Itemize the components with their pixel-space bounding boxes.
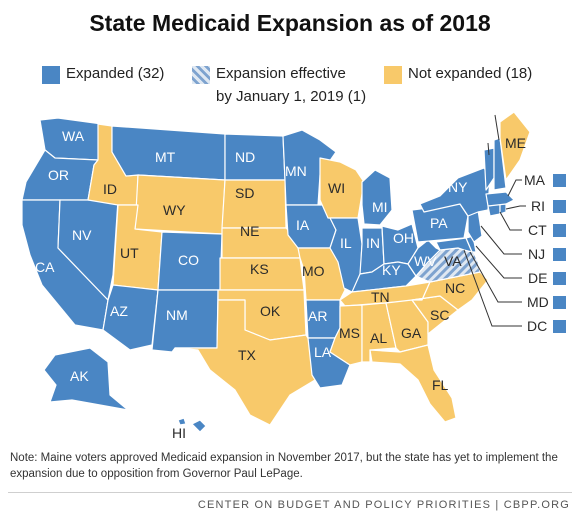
label-OR: OR [48,167,69,183]
legend-swatch-expanded [42,66,60,84]
leader-VT [487,142,490,156]
leader-NH [494,114,500,141]
label-MI: MI [372,199,388,215]
callout-label-DE: DE [528,270,547,286]
legend-swatch-effective [192,66,210,84]
callout-label-MA: MA [524,172,546,188]
us-medicaid-map: WA OR CA NV AZ ID MT WY UT CO NM ND SD N… [22,98,566,441]
leader-CT [499,211,522,231]
label-VA: VA [444,253,462,269]
label-GA: GA [401,325,422,341]
leader-DC [463,249,522,327]
label-TX: TX [238,347,257,363]
map-title: State Medicaid Expansion as of 2018 [89,10,491,36]
legend-label-not-expanded: Not expanded (18) [408,65,533,82]
label-HI: HI [172,425,186,441]
state-ME [499,111,531,181]
label-CA: CA [35,259,55,275]
label-AL: AL [370,330,387,346]
label-WV: WV [414,253,437,269]
label-OK: OK [260,303,281,319]
label-ND: ND [235,149,255,165]
legend-label-effective-line1: Expansion effective [216,65,346,82]
leader-RI [505,205,526,210]
label-KY: KY [382,262,401,278]
label-IA: IA [296,217,310,233]
label-PA: PA [430,215,448,231]
callout-label-CT: CT [528,222,547,238]
label-CO: CO [178,252,199,268]
state-HI-island-2 [177,417,187,426]
label-ME: ME [505,135,526,151]
label-IL: IL [340,235,352,251]
callout-label-DC: DC [527,318,547,334]
label-SD: SD [235,185,254,201]
label-AK: AK [70,368,89,384]
callout-label-RI: RI [531,198,545,214]
callout-box-MD [553,296,566,309]
callout-box-CT [553,224,566,237]
label-NY: NY [448,179,468,195]
callout-label-MD: MD [527,294,549,310]
label-UT: UT [120,245,139,261]
state-NY [419,167,491,217]
label-WA: WA [62,128,85,144]
label-AZ: AZ [110,303,128,319]
label-NC: NC [445,280,465,296]
label-MS: MS [339,325,360,341]
state-WV [407,239,441,277]
footer-divider [8,492,572,493]
label-NE: NE [240,223,259,239]
footnote: Note: Maine voters approved Medicaid exp… [10,452,558,480]
callout-box-MA [553,174,566,187]
state-WI [319,157,365,219]
callout-box-DE [553,272,566,285]
label-LA: LA [314,344,332,360]
label-AR: AR [308,308,327,324]
label-TN: TN [371,289,390,305]
label-ID: ID [103,181,117,197]
source-credit: CENTER ON BUDGET AND POLICY PRIORITIES |… [197,499,570,511]
label-NH: NH [484,98,504,114]
leader-NJ [480,225,522,255]
label-MN: MN [285,163,307,179]
state-RI [499,203,507,215]
legend-label-expanded: Expanded (32) [66,65,165,82]
label-NM: NM [166,307,188,323]
legend-label-effective-line2: by January 1, 2019 (1) [216,88,367,105]
label-VT: VT [476,127,494,143]
callout-box-RI [553,200,566,213]
label-MT: MT [155,149,176,165]
label-MO: MO [302,263,325,279]
state-TX [174,299,316,426]
label-WI: WI [328,180,345,196]
label-IN: IN [366,235,380,251]
leader-MA [507,179,522,197]
label-SC: SC [430,307,449,323]
leader-MD [469,251,522,303]
state-FL [369,344,457,423]
label-NV: NV [72,227,92,243]
state-AK [43,347,129,411]
label-WY: WY [163,202,186,218]
legend-swatch-not-expanded [384,66,402,84]
label-FL: FL [432,377,449,393]
state-HI [191,419,207,433]
state-MA [485,191,515,207]
callout-box-DC [553,320,566,333]
leader-DE [475,245,522,279]
callout-box-NJ [553,248,566,261]
state-IL [329,217,363,293]
state-MI [361,169,393,226]
label-KS: KS [250,261,269,277]
callout-label-NJ: NJ [528,246,545,262]
label-OH: OH [393,230,414,246]
